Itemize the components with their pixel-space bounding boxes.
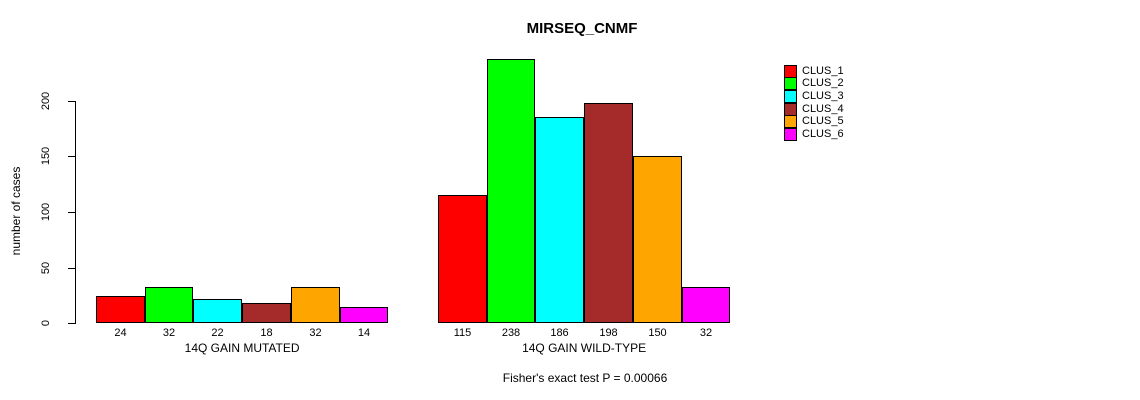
bar-value-label: 198 bbox=[599, 327, 618, 339]
legend-label: CLUS_5 bbox=[802, 115, 844, 127]
y-tick-mark bbox=[68, 268, 75, 269]
bar-value-label: 24 bbox=[114, 327, 127, 339]
y-axis-label: number of cases bbox=[9, 166, 23, 256]
bar-value-label: 22 bbox=[211, 327, 224, 339]
bar-value-label: 32 bbox=[309, 327, 322, 339]
y-tick-label: 100 bbox=[40, 202, 52, 222]
y-tick-mark bbox=[68, 323, 75, 324]
legend-item-clus_4: CLUS_4 bbox=[784, 102, 844, 116]
legend-label: CLUS_3 bbox=[802, 90, 844, 102]
bar-clus_2 bbox=[487, 59, 535, 323]
y-tick-label: 200 bbox=[40, 91, 52, 111]
bar-clus_2 bbox=[145, 287, 193, 323]
bar-clus_6 bbox=[682, 287, 730, 323]
bar-clus_3 bbox=[193, 299, 242, 323]
y-axis-line bbox=[75, 101, 76, 324]
bar-value-label: 18 bbox=[260, 327, 273, 339]
bar-value-label: 238 bbox=[501, 327, 521, 339]
bar-clus_1 bbox=[438, 195, 487, 323]
chart-title: MIRSEQ_CNMF bbox=[526, 20, 638, 37]
legend-label: CLUS_4 bbox=[802, 103, 844, 115]
group-label: 14Q GAIN WILD-TYPE bbox=[522, 341, 647, 355]
bar-value-label: 32 bbox=[162, 327, 176, 339]
legend-item-clus_3: CLUS_3 bbox=[784, 89, 844, 103]
legend-swatch bbox=[784, 114, 797, 128]
legend-label: CLUS_1 bbox=[802, 65, 844, 77]
y-tick-mark bbox=[68, 101, 75, 102]
bar-value-label: 32 bbox=[699, 327, 713, 339]
group-label: 14Q GAIN MUTATED bbox=[184, 341, 300, 355]
bar-value-label: 14 bbox=[357, 327, 371, 339]
legend-label: CLUS_6 bbox=[802, 128, 844, 140]
bar-clus_3 bbox=[535, 117, 584, 323]
y-tick-mark bbox=[68, 212, 75, 213]
y-tick-mark bbox=[68, 156, 75, 157]
bar-clus_4 bbox=[242, 303, 291, 323]
legend-item-clus_2: CLUS_2 bbox=[784, 76, 844, 90]
legend-swatch bbox=[784, 76, 797, 90]
bar-value-label: 150 bbox=[648, 327, 667, 339]
legend-swatch bbox=[784, 127, 797, 141]
bar-clus_6 bbox=[340, 307, 388, 323]
bar-clus_5 bbox=[291, 287, 340, 323]
y-tick-label: 0 bbox=[40, 319, 52, 327]
bar-clus_5 bbox=[633, 156, 682, 323]
y-tick-label: 150 bbox=[40, 146, 52, 166]
legend-item-clus_1: CLUS_1 bbox=[784, 64, 844, 78]
bar-clus_1 bbox=[96, 296, 145, 323]
legend-label: CLUS_2 bbox=[802, 77, 844, 89]
fisher-test-annotation: Fisher's exact test P = 0.00066 bbox=[502, 371, 668, 385]
bar-clus_4 bbox=[584, 103, 633, 323]
legend-swatch bbox=[784, 89, 797, 103]
y-tick-label: 50 bbox=[40, 261, 52, 275]
legend-item-clus_5: CLUS_5 bbox=[784, 114, 844, 128]
bar-value-label: 115 bbox=[453, 327, 472, 339]
legend-item-clus_6: CLUS_6 bbox=[784, 127, 844, 141]
bar-value-label: 186 bbox=[550, 327, 569, 339]
